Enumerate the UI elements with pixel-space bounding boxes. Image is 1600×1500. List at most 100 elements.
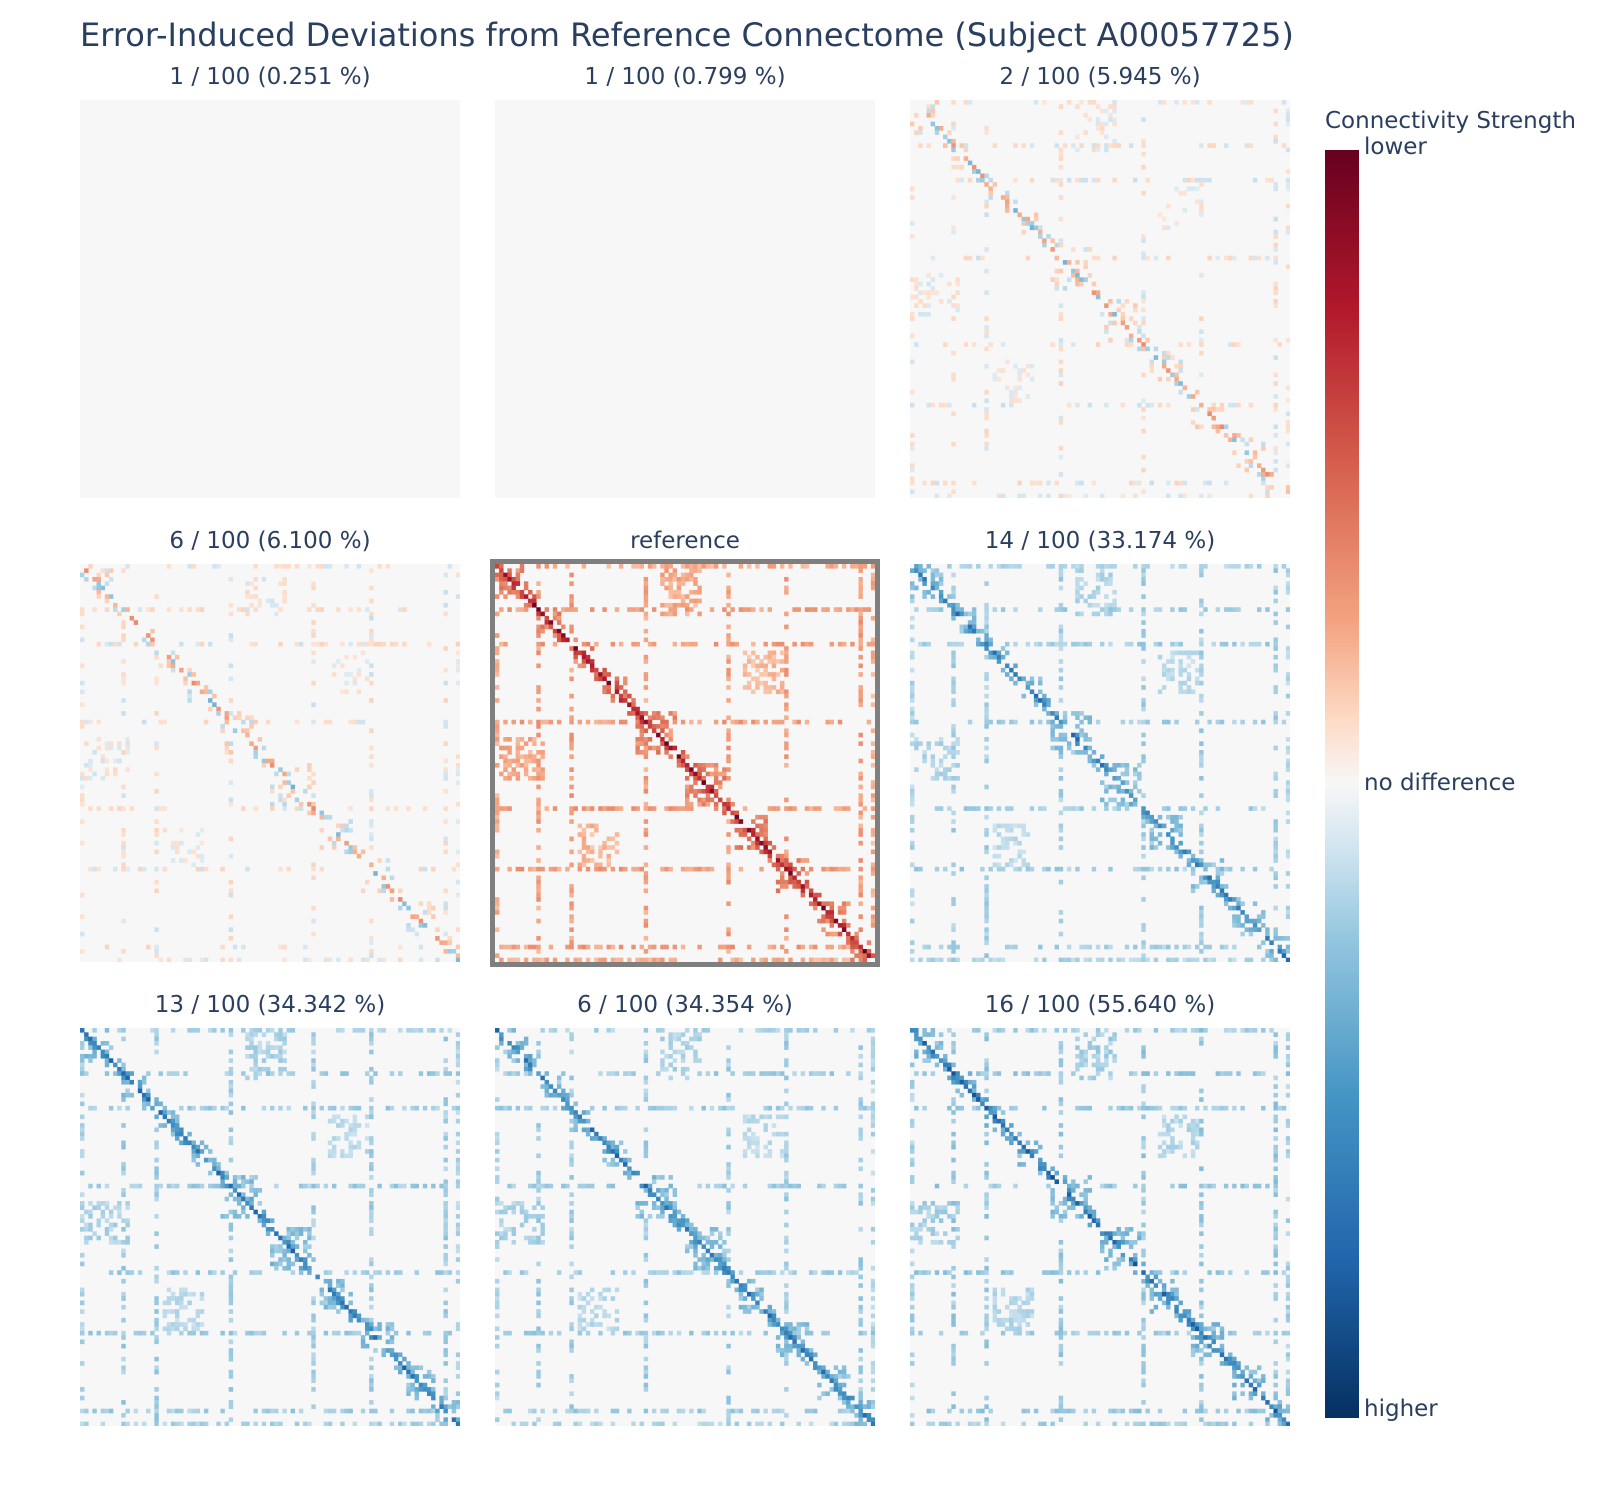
heatmap-cell <box>858 892 863 898</box>
heatmap-cell <box>503 745 508 751</box>
heatmap-cell <box>319 1287 324 1293</box>
heatmap-cell <box>1029 225 1035 231</box>
heatmap-cell <box>1120 303 1126 308</box>
heatmap-cell <box>660 581 665 586</box>
heatmap-cell <box>910 901 915 907</box>
heatmap-cell <box>365 641 370 647</box>
heatmap-cell <box>1100 121 1105 127</box>
heatmap-cell <box>245 728 250 734</box>
heatmap-cell <box>1100 957 1105 962</box>
heatmap-cell <box>158 1071 163 1076</box>
heatmap-cell <box>870 814 875 820</box>
heatmap-cell <box>938 741 944 746</box>
heatmap-cell <box>858 732 863 738</box>
heatmap-cell <box>1281 143 1287 148</box>
heatmap-cell <box>323 1278 329 1284</box>
heatmap-cell <box>1195 676 1200 682</box>
heatmap-cell <box>1199 918 1204 924</box>
heatmap-cell <box>422 923 428 928</box>
heatmap-cell <box>1277 944 1283 950</box>
heatmap-cell <box>104 1227 110 1232</box>
heatmap-cell <box>373 1421 378 1426</box>
heatmap-cell <box>286 1239 291 1245</box>
heatmap-cell <box>286 1028 291 1033</box>
heatmap-cell <box>984 173 989 179</box>
heatmap-cell <box>668 572 673 578</box>
heatmap-cell <box>1058 368 1064 373</box>
heatmap-cell <box>108 576 114 582</box>
heatmap-cell <box>697 788 702 794</box>
heatmap-cell <box>792 607 797 612</box>
heatmap-cell <box>1215 892 1221 898</box>
heatmap-cell <box>410 1369 415 1375</box>
heatmap-cell <box>121 866 126 872</box>
heatmap-cell <box>146 1097 151 1102</box>
heatmap-cell <box>187 1300 192 1306</box>
heatmap-cell <box>556 866 562 872</box>
heatmap-cell <box>837 607 843 612</box>
heatmap-cell <box>369 836 374 842</box>
heatmap-cell <box>1145 177 1150 183</box>
heatmap-cell <box>922 311 927 317</box>
heatmap-cell <box>290 1028 296 1033</box>
heatmap-cell <box>1281 936 1287 941</box>
heatmap-cell <box>154 741 159 746</box>
heatmap-cell <box>80 607 85 612</box>
heatmap-cell <box>336 823 341 829</box>
heatmap-cell <box>1054 143 1059 148</box>
heatmap-cell <box>951 594 956 599</box>
heatmap-cell <box>1038 698 1043 703</box>
heatmap-cell <box>1269 472 1274 477</box>
heatmap-cell <box>556 628 562 634</box>
heatmap-cell <box>676 758 682 764</box>
heatmap-cell <box>92 750 97 755</box>
heatmap-cell <box>1256 914 1262 920</box>
heatmap-cell <box>92 1231 97 1236</box>
heatmap-cell <box>515 576 521 582</box>
heatmap-cell <box>536 646 541 651</box>
heatmap-cell <box>1079 594 1084 599</box>
heatmap-cell <box>1273 620 1278 625</box>
heatmap-cell <box>854 944 859 950</box>
heatmap-cell <box>1071 732 1076 738</box>
heatmap-cell <box>439 1400 444 1405</box>
heatmap-cell <box>984 685 989 690</box>
heatmap-cell <box>1058 667 1064 673</box>
heatmap-cell <box>685 866 690 872</box>
heatmap-cell <box>253 754 258 759</box>
heatmap-cell <box>947 806 952 811</box>
heatmap-cell <box>984 901 989 907</box>
heatmap-cell <box>660 1028 665 1033</box>
heatmap-cell <box>154 1356 159 1362</box>
heatmap-cell <box>1219 407 1225 412</box>
heatmap-cell <box>759 832 764 837</box>
heatmap-cell <box>232 715 238 721</box>
heatmap-cell <box>274 1036 279 1042</box>
heatmap-cell <box>393 1356 399 1362</box>
heatmap-cell <box>515 1049 521 1055</box>
heatmap-cell <box>775 806 781 811</box>
heatmap-cell <box>1033 225 1039 231</box>
heatmap-cell <box>125 1239 130 1245</box>
heatmap-cell <box>643 728 649 734</box>
heatmap-cell <box>84 1421 89 1426</box>
heatmap-cell <box>1273 242 1278 248</box>
heatmap-cell <box>984 182 989 187</box>
heatmap-cell <box>1013 823 1018 829</box>
heatmap-cell <box>1079 177 1084 183</box>
heatmap-cell <box>685 1045 690 1050</box>
heatmap-cell <box>406 1374 411 1379</box>
heatmap-cell <box>298 801 304 807</box>
heatmap-cell <box>294 1231 300 1236</box>
heatmap-cell <box>746 680 752 686</box>
heatmap-cell <box>992 607 998 612</box>
heatmap-cell <box>499 1040 504 1046</box>
heatmap-cell <box>1157 376 1163 382</box>
heatmap-cell <box>1223 641 1229 647</box>
heatmap-cell <box>327 1118 333 1124</box>
heatmap-cell <box>195 832 201 837</box>
heatmap-cell <box>1273 711 1278 716</box>
heatmap-cell <box>1120 719 1126 725</box>
heatmap-cell <box>569 784 574 790</box>
heatmap-cell <box>1190 866 1196 872</box>
